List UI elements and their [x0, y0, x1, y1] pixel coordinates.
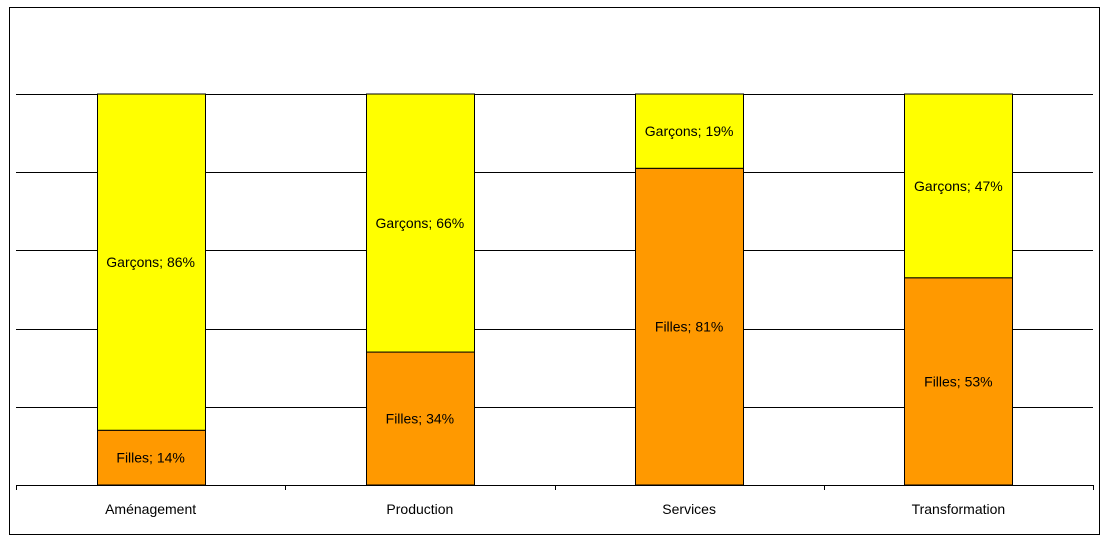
data-label: Garçons; 86%	[106, 254, 195, 270]
x-axis: Aménagement Production Services Transformat…	[16, 485, 1094, 517]
data-label: Filles; 34%	[386, 411, 454, 427]
data-label: Filles; 14%	[116, 450, 184, 466]
x-tick-label: Services	[662, 501, 716, 517]
data-label: Filles; 53%	[924, 373, 992, 389]
bar-segment-garons-2	[635, 93, 744, 169]
bar-segment-garons-0	[97, 93, 206, 431]
data-label: Garçons; 19%	[645, 123, 734, 139]
bars	[97, 93, 1013, 486]
data-label: Garçons; 47%	[914, 178, 1003, 194]
x-tick-label: Transformation	[912, 501, 1006, 517]
data-label: Garçons; 66%	[376, 215, 465, 231]
data-label: Filles; 81%	[655, 319, 723, 335]
bar-segment-garons-3	[904, 93, 1013, 279]
bar-segment-filles-3	[904, 277, 1013, 486]
x-tick-label: Production	[386, 501, 453, 517]
bar-segment-garons-1	[366, 93, 475, 353]
x-tick-label: Aménagement	[105, 501, 196, 517]
data-labels: Filles; 14% Garçons; 86% Filles; 34% Garçon…	[106, 123, 1002, 465]
